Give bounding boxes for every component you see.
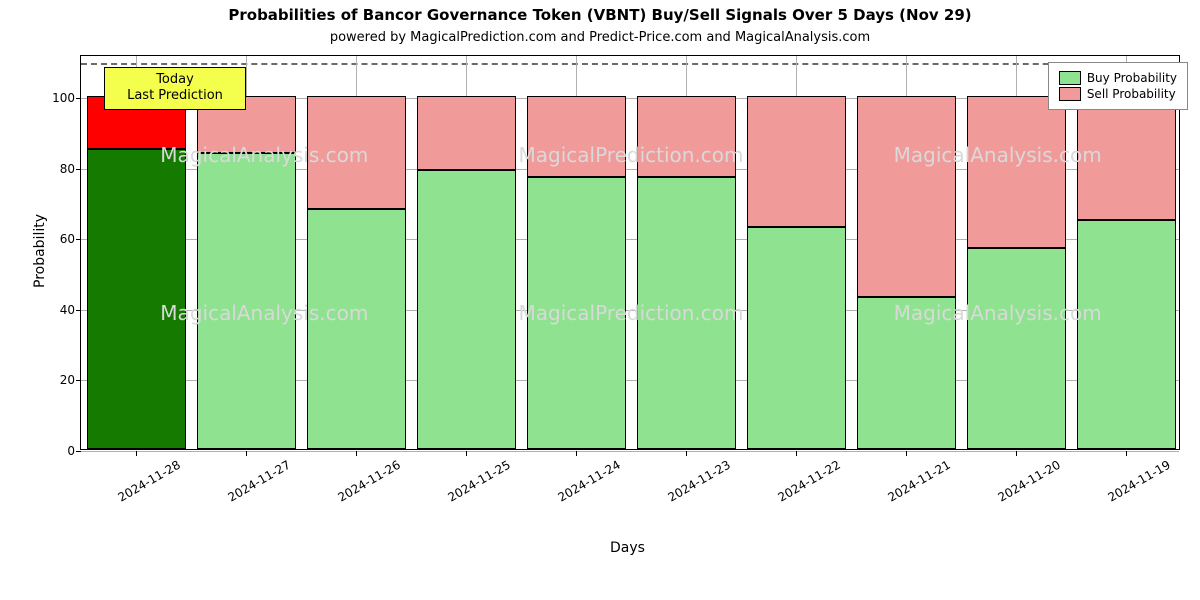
- x-tick-mark: [1126, 451, 1127, 456]
- legend: Buy Probability Sell Probability: [1048, 62, 1188, 110]
- x-tick-mark: [576, 451, 577, 456]
- bar-buy: [307, 209, 406, 449]
- legend-item: Sell Probability: [1059, 87, 1177, 101]
- bar-buy: [87, 149, 186, 449]
- x-tick-mark: [246, 451, 247, 456]
- plot-area: 0204060801002024-11-282024-11-272024-11-…: [80, 55, 1180, 450]
- annotation-line: Last Prediction: [115, 88, 235, 104]
- bar-buy: [857, 297, 956, 449]
- x-tick-label: 2024-11-24: [550, 449, 622, 505]
- bar-buy: [527, 177, 626, 449]
- y-tick-mark: [76, 169, 81, 170]
- bar-buy: [417, 170, 516, 449]
- x-tick-label: 2024-11-27: [220, 449, 292, 505]
- legend-label: Sell Probability: [1087, 87, 1176, 101]
- bar-sell: [1077, 96, 1176, 219]
- x-tick-mark: [796, 451, 797, 456]
- x-tick-mark: [906, 451, 907, 456]
- chart-root: Probabilities of Bancor Governance Token…: [0, 0, 1200, 600]
- x-tick-label: 2024-11-22: [770, 449, 842, 505]
- today-annotation: TodayLast Prediction: [104, 67, 246, 110]
- bar-buy: [197, 153, 296, 449]
- x-tick-label: 2024-11-25: [440, 449, 512, 505]
- legend-label: Buy Probability: [1087, 71, 1177, 85]
- y-axis-label: Probability: [32, 213, 48, 287]
- bar-sell: [637, 96, 736, 177]
- x-tick-mark: [136, 451, 137, 456]
- x-tick-label: 2024-11-23: [660, 449, 732, 505]
- x-axis-label: Days: [610, 540, 645, 556]
- legend-item: Buy Probability: [1059, 71, 1177, 85]
- bar-sell: [967, 96, 1066, 248]
- x-tick-mark: [356, 451, 357, 456]
- bar-sell: [527, 96, 626, 177]
- bar-buy: [637, 177, 736, 449]
- bar-sell: [747, 96, 846, 226]
- bar-buy: [967, 248, 1066, 449]
- annotation-line: Today: [115, 72, 235, 88]
- x-tick-label: 2024-11-21: [880, 449, 952, 505]
- y-tick-mark: [76, 239, 81, 240]
- y-tick-mark: [76, 380, 81, 381]
- bar-buy: [1077, 220, 1176, 449]
- x-tick-label: 2024-11-26: [330, 449, 402, 505]
- x-tick-label: 2024-11-28: [110, 449, 182, 505]
- chart-title: Probabilities of Bancor Governance Token…: [0, 6, 1200, 24]
- y-tick-mark: [76, 310, 81, 311]
- bar-sell: [417, 96, 516, 170]
- bar-sell: [307, 96, 406, 209]
- x-tick-mark: [1016, 451, 1017, 456]
- y-tick-mark: [76, 98, 81, 99]
- x-tick-label: 2024-11-19: [1100, 449, 1172, 505]
- bar-sell: [857, 96, 956, 297]
- y-tick-mark: [76, 451, 81, 452]
- chart-subtitle: powered by MagicalPrediction.com and Pre…: [0, 30, 1200, 45]
- x-tick-mark: [686, 451, 687, 456]
- legend-swatch: [1059, 87, 1081, 101]
- x-tick-mark: [466, 451, 467, 456]
- x-tick-label: 2024-11-20: [990, 449, 1062, 505]
- bar-buy: [747, 227, 846, 449]
- legend-swatch: [1059, 71, 1081, 85]
